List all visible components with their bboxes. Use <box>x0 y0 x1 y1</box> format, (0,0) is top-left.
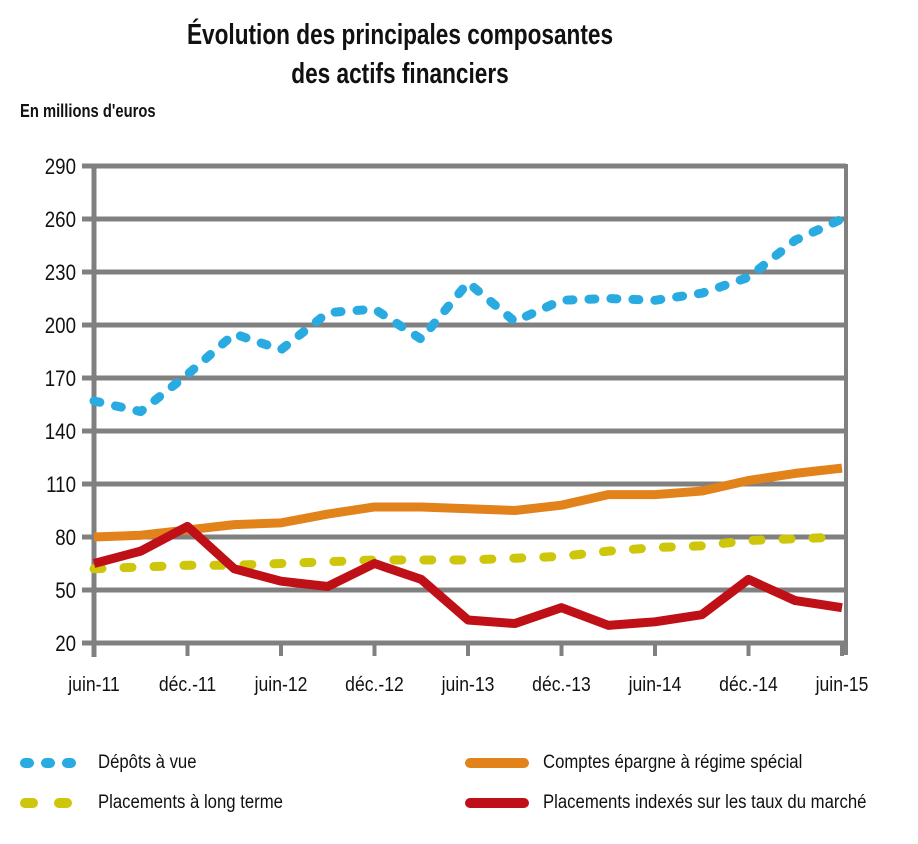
x-axis-tick-label: juin-13 <box>441 673 495 695</box>
y-axis-tick-label: 50 <box>55 580 76 604</box>
x-axis-tick-label: juin-14 <box>628 673 682 695</box>
x-axis-tick-label: juin-15 <box>815 673 869 695</box>
y-axis-tick-label: 230 <box>45 262 76 286</box>
y-axis-tick-label: 260 <box>45 209 76 233</box>
x-axis-tick-label: déc.-14 <box>719 673 778 695</box>
x-axis-tick-label: juin-11 <box>67 673 119 695</box>
y-axis-tick-label: 20 <box>55 633 76 657</box>
legend-swatch-dashed-line <box>20 798 84 808</box>
series-line-3 <box>92 521 843 630</box>
legend-item: Placements indexés sur les taux du march… <box>465 792 911 814</box>
y-axis-tick-label: 80 <box>55 527 76 551</box>
y-axis-tick-label: 140 <box>45 421 76 445</box>
legend-swatch-solid-line <box>465 758 529 768</box>
legend-label: Placements à long terme <box>98 792 283 813</box>
line-chart: 20 50 80 110 140 170 200 230 260 290 juin-11 déc.-1… <box>45 156 869 696</box>
legend-item: Placements à long terme <box>20 792 465 814</box>
series-line-1 <box>93 463 843 542</box>
y-axis-tick-label: 200 <box>45 315 76 339</box>
x-axis-tick-label: juin-12 <box>254 673 308 695</box>
legend-item: Comptes épargne à régime spécial <box>465 752 911 774</box>
y-axis-tick-label: 110 <box>46 474 76 498</box>
legend-swatch-solid-line <box>465 798 529 808</box>
x-axis-tick-label: déc.-13 <box>532 673 591 695</box>
chart-legend: Dépôts à vue Comptes épargne à régime spé… <box>20 752 906 814</box>
series-line-0 <box>89 214 847 417</box>
chart-title-line2: des actifs financiers <box>291 58 509 90</box>
legend-label: Dépôts à vue <box>98 752 197 773</box>
chart-title-line1: Évolution des principales composantes <box>186 19 614 51</box>
y-axis-tick-label: 170 <box>45 368 76 392</box>
series-line-2 <box>89 532 847 574</box>
x-axis-tick-label: déc.-12 <box>345 673 404 695</box>
chart-title: Évolution des principales composantes de… <box>88 16 712 94</box>
legend-label: Placements indexés sur les taux du march… <box>543 792 867 813</box>
legend-item: Dépôts à vue <box>20 752 465 774</box>
legend-label: Comptes épargne à régime spécial <box>543 752 803 773</box>
y-axis-tick-label: 290 <box>45 156 76 180</box>
x-axis-tick-label: déc.-11 <box>159 673 216 695</box>
legend-swatch-dashed-line <box>20 758 84 768</box>
y-axis-unit-label: En millions d'euros <box>20 101 156 121</box>
